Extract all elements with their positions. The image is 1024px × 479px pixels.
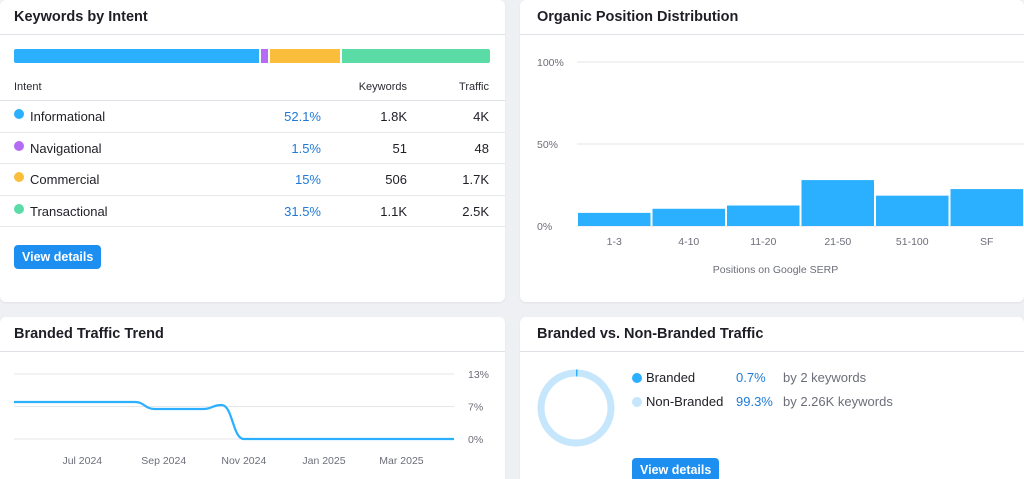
column-header-intent: Intent: [14, 81, 42, 93]
table-row: Navigational 1.5% 51 48: [0, 133, 505, 164]
nonbranded-dot-icon: [632, 397, 642, 407]
card-title: Keywords by Intent: [0, 0, 505, 35]
y-tick-label: 13%: [468, 369, 489, 381]
intent-name: Informational: [30, 109, 106, 124]
y-tick-label: 0%: [468, 434, 483, 446]
table-row: Informational 52.1% 1.8K 4K: [0, 101, 505, 133]
x-tick-label: Jul 2024: [62, 455, 102, 467]
position-bar[interactable]: [578, 212, 651, 226]
position-bar[interactable]: [801, 180, 875, 226]
position-bar-chart: 100% 50% 0% 1-3 4-10 11-20 21-50 51-100 SF Positi…: [537, 57, 1024, 276]
position-bar[interactable]: [727, 205, 800, 227]
informational-dot-icon: [14, 109, 24, 119]
position-bar[interactable]: [876, 195, 949, 226]
intent-table: Intent Keywords Traffic Informational 52…: [0, 72, 505, 227]
intent-stacked-bar: [14, 49, 490, 63]
intent-bar-informational[interactable]: [14, 49, 259, 63]
x-tick-label: 1-3: [607, 236, 622, 248]
x-tick-label: Jan 2025: [302, 455, 345, 467]
card-title: Branded vs. Non-Branded Traffic: [520, 317, 1024, 352]
x-tick-label: 21-50: [824, 236, 851, 248]
keywords-by-intent-card: Keywords by Intent Intent Keywords Traff…: [0, 0, 505, 302]
legend-keywords: by 2.26K keywords: [783, 394, 893, 409]
branded-body: Branded 0.7% by 2 keywords Non-Branded 9…: [520, 352, 1024, 479]
intent-percent[interactable]: 31.5%: [284, 203, 321, 219]
x-tick-label: SF: [980, 236, 993, 248]
transactional-dot-icon: [14, 203, 24, 214]
intent-traffic: 4K: [473, 109, 489, 124]
legend-label: Branded: [646, 370, 696, 385]
table-row: Commercial 15% 506 1.7K: [0, 164, 505, 196]
card-title: Branded Traffic Trend: [0, 317, 505, 352]
legend-row-branded[interactable]: Branded 0.7% by 2 keywords: [632, 369, 992, 387]
y-tick-label: 7%: [468, 402, 483, 414]
intent-keywords: 506: [385, 172, 407, 187]
branded-dot-icon: [632, 373, 642, 383]
y-tick-label: 0%: [537, 221, 552, 233]
column-header-traffic: Traffic: [459, 81, 489, 93]
x-tick-label: 11-20: [750, 236, 776, 248]
intent-bar-transactional[interactable]: [340, 49, 490, 63]
commercial-dot-icon: [14, 172, 24, 182]
view-details-button[interactable]: View details: [632, 458, 720, 479]
card-title: Organic Position Distribution: [520, 0, 1024, 35]
table-header: Intent Keywords Traffic: [0, 72, 505, 101]
legend-keywords: by 2 keywords: [783, 370, 867, 385]
donut-slice-non-branded[interactable]: [537, 369, 615, 447]
intent-percent[interactable]: 1.5%: [291, 140, 321, 156]
intent-percent[interactable]: 15%: [294, 172, 321, 187]
intent-bar-commercial[interactable]: [267, 49, 341, 63]
intent-traffic: 2.5K: [462, 203, 489, 219]
branded-traffic-line[interactable]: [14, 400, 454, 441]
intent-name: Navigational: [30, 140, 102, 156]
position-bar[interactable]: [950, 189, 1024, 226]
legend-percent[interactable]: 99.3%: [736, 394, 773, 409]
y-tick-label: 100%: [537, 57, 564, 69]
x-tick-label: Nov 2024: [221, 455, 266, 467]
x-tick-label: 4-10: [678, 236, 699, 248]
branded-traffic-trend-card: Branded Traffic Trend 13% 7% 0% Jul 2024 Sep…: [0, 317, 505, 479]
position-bar[interactable]: [652, 208, 726, 226]
column-header-keywords: Keywords: [358, 81, 407, 93]
intent-traffic: 48: [474, 140, 489, 156]
x-tick-label: Sep 2024: [141, 455, 186, 467]
branded-traffic-line-chart: 13% 7% 0% Jul 2024 Sep 2024 Nov 2024 Jan 2025 M…: [14, 369, 489, 467]
intent-bar-navigational[interactable]: [258, 49, 268, 63]
navigational-dot-icon: [14, 140, 24, 151]
legend-row-nonbranded[interactable]: Non-Branded 99.3% by 2.26K keywords: [632, 393, 992, 411]
legend-percent[interactable]: 0.7%: [736, 370, 766, 385]
branded-donut-chart: [537, 369, 615, 447]
x-tick-label: 51-100: [896, 236, 929, 248]
intent-keywords: 1.8K: [380, 109, 407, 124]
y-tick-label: 50%: [537, 139, 558, 151]
intent-percent[interactable]: 52.1%: [284, 109, 321, 124]
intent-name: Commercial: [30, 172, 100, 187]
intent-traffic: 1.7K: [462, 172, 489, 187]
branded-vs-nonbranded-card: Branded vs. Non-Branded Traffic Branded …: [520, 317, 1024, 479]
intent-keywords: 1.1K: [380, 203, 407, 219]
x-axis-label: Positions on Google SERP: [713, 264, 839, 276]
legend-label: Non-Branded: [646, 394, 724, 409]
table-row: Transactional 31.5% 1.1K 2.5K: [0, 196, 505, 227]
intent-keywords: 51: [392, 140, 407, 156]
organic-position-distribution-card: Organic Position Distribution 100% 50% 0% 1…: [520, 0, 1024, 302]
intent-name: Transactional: [30, 203, 108, 219]
x-tick-label: Mar 2025: [379, 455, 424, 467]
view-details-button[interactable]: View details: [14, 245, 102, 269]
